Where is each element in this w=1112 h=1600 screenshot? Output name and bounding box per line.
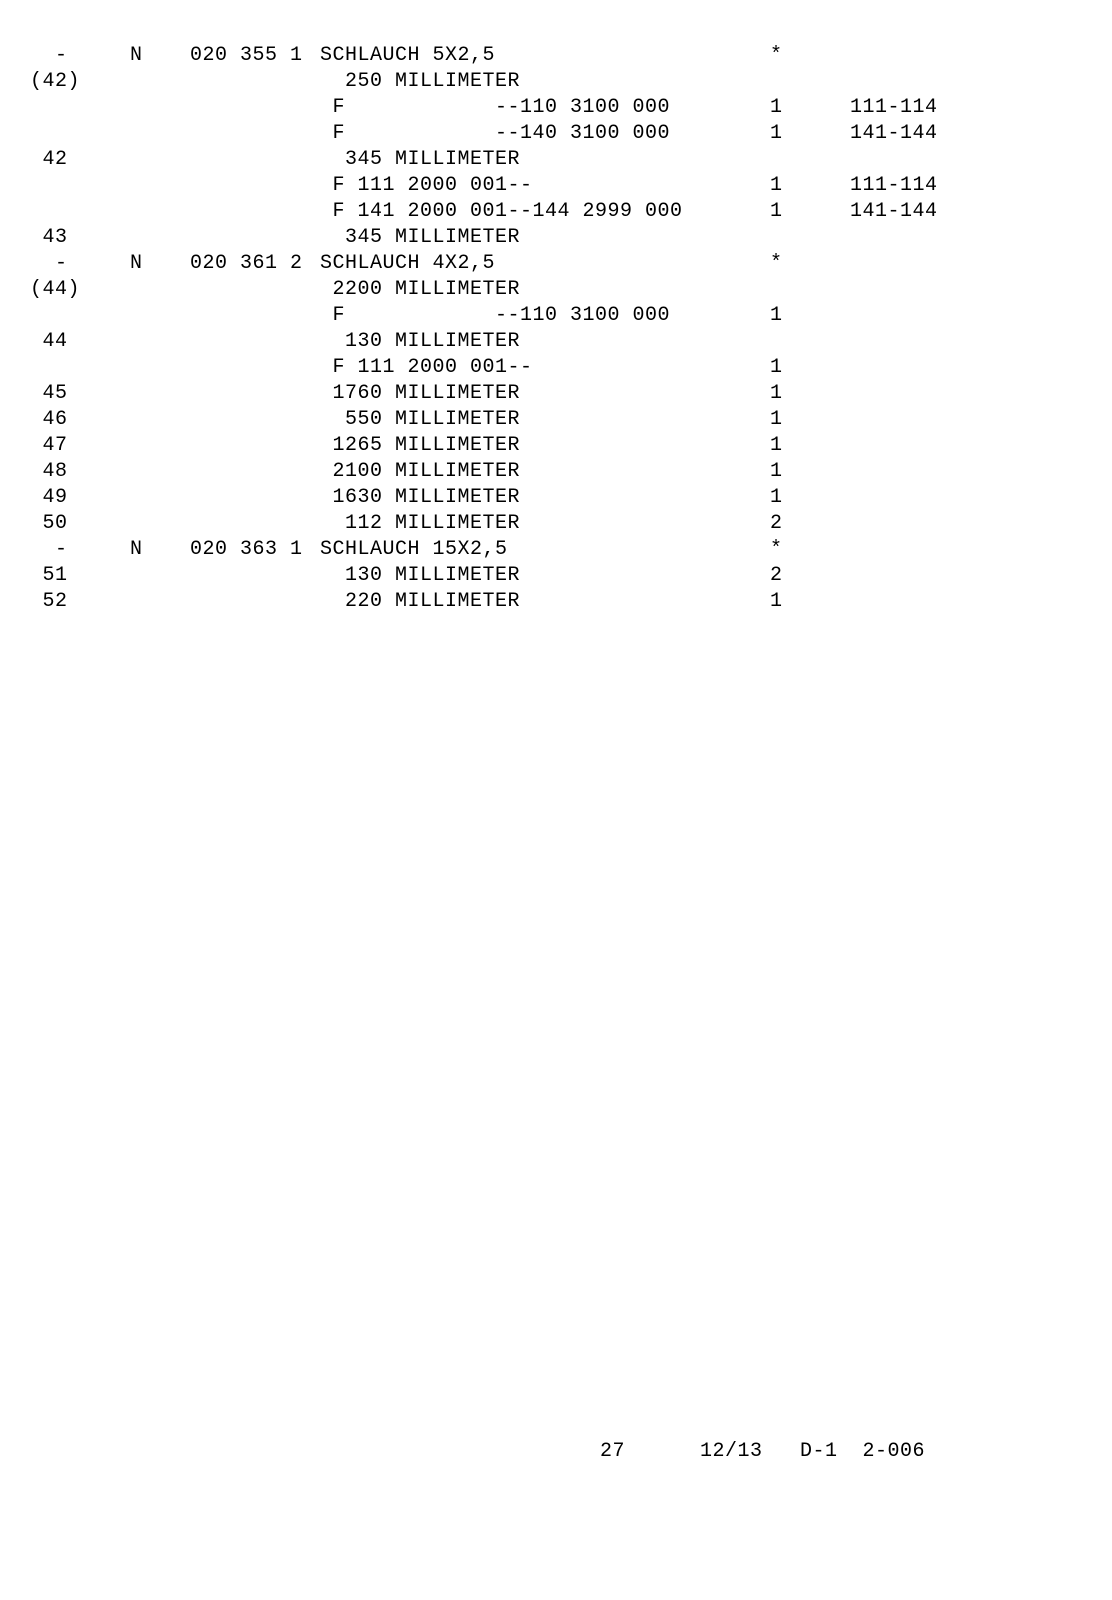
cell-c4: F 111 2000 001-- xyxy=(320,356,533,379)
page: { "layout": { "base_left": 30, "line_hei… xyxy=(0,0,1112,1600)
cell-c7: 1 xyxy=(770,96,783,119)
cell-c3: 020 355 1 xyxy=(190,44,303,67)
cell-c7: 2 xyxy=(770,564,783,587)
cell-c3: 020 363 1 xyxy=(190,538,303,561)
cell-c7: 1 xyxy=(770,460,783,483)
cell-c4: SCHLAUCH 4X2,5 xyxy=(320,252,495,275)
cell-c4: F 111 2000 001-- xyxy=(320,174,533,197)
cell-c4: SCHLAUCH 5X2,5 xyxy=(320,44,495,67)
cell-c7: 1 xyxy=(770,434,783,457)
cell-c4: 130 MILLIMETER xyxy=(320,564,520,587)
cell-c4: SCHLAUCH 15X2,5 xyxy=(320,538,508,561)
cell-c7: 1 xyxy=(770,200,783,223)
cell-c4: F --110 3100 000 xyxy=(320,96,670,119)
cell-c7: 1 xyxy=(770,486,783,509)
cell-c1: 49 xyxy=(30,486,68,509)
cell-c4: 550 MILLIMETER xyxy=(320,408,520,431)
cell-c8: 111-114 xyxy=(850,96,938,119)
cell-c7: 1 xyxy=(770,356,783,379)
cell-c2: N xyxy=(130,44,143,67)
cell-c4: 1630 MILLIMETER xyxy=(320,486,520,509)
cell-c7: * xyxy=(770,44,783,67)
cell-c2: N xyxy=(130,538,143,561)
cell-c7: 1 xyxy=(770,382,783,405)
cell-c4: 345 MILLIMETER xyxy=(320,148,520,171)
cell-c8: 111-114 xyxy=(850,174,938,197)
cell-c1: - xyxy=(30,252,68,275)
cell-c4: 1265 MILLIMETER xyxy=(320,434,520,457)
cell-c4: F 141 2000 001--144 2999 000 xyxy=(320,200,683,223)
cell-c4: 1760 MILLIMETER xyxy=(320,382,520,405)
cell-c4: 220 MILLIMETER xyxy=(320,590,520,613)
cell-c7: 1 xyxy=(770,122,783,145)
cell-c1: 51 xyxy=(30,564,68,587)
cell-c4: 250 MILLIMETER xyxy=(320,70,520,93)
cell-c1: 52 xyxy=(30,590,68,613)
cell-c1: 47 xyxy=(30,434,68,457)
cell-c4: 345 MILLIMETER xyxy=(320,226,520,249)
cell-c1: 50 xyxy=(30,512,68,535)
cell-c4: 2100 MILLIMETER xyxy=(320,460,520,483)
cell-c7: 1 xyxy=(770,590,783,613)
cell-c1: - xyxy=(30,538,68,561)
cell-c1: 42 xyxy=(30,148,68,171)
page-footer: 27 12/13 D-1 2-006 xyxy=(600,1440,925,1463)
cell-c1: 45 xyxy=(30,382,68,405)
cell-c7: 2 xyxy=(770,512,783,535)
cell-c4: F --110 3100 000 xyxy=(320,304,670,327)
cell-c8: 141-144 xyxy=(850,200,938,223)
cell-c2: N xyxy=(130,252,143,275)
cell-c7: 1 xyxy=(770,408,783,431)
cell-c4: 130 MILLIMETER xyxy=(320,330,520,353)
cell-c8: 141-144 xyxy=(850,122,938,145)
cell-c7: 1 xyxy=(770,304,783,327)
cell-c4: 2200 MILLIMETER xyxy=(320,278,520,301)
cell-c4: 112 MILLIMETER xyxy=(320,512,520,535)
cell-c4: F --140 3100 000 xyxy=(320,122,670,145)
cell-c7: * xyxy=(770,538,783,561)
cell-c1: 44 xyxy=(30,330,68,353)
cell-c1: 48 xyxy=(30,460,68,483)
cell-c1: (42) xyxy=(30,70,80,93)
cell-c7: 1 xyxy=(770,174,783,197)
cell-c1: 46 xyxy=(30,408,68,431)
cell-c1: 43 xyxy=(30,226,68,249)
cell-c3: 020 361 2 xyxy=(190,252,303,275)
cell-c1: (44) xyxy=(30,278,80,301)
cell-c1: - xyxy=(30,44,68,67)
cell-c7: * xyxy=(770,252,783,275)
